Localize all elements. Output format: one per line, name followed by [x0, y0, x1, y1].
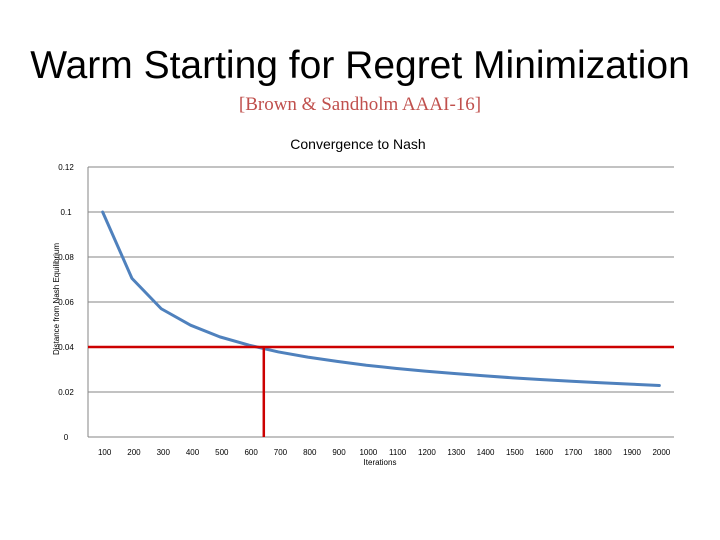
x-tick-label: 1600 — [535, 448, 553, 457]
x-tick-label: 1400 — [477, 448, 495, 457]
y-tick-labels: 0 0.02 0.04 0.06 0.08 0.1 0.12 — [58, 163, 74, 442]
x-tick-label: 100 — [98, 448, 112, 457]
x-tick-label: 1100 — [389, 448, 407, 457]
x-tick-label: 600 — [244, 448, 258, 457]
x-tick-label: 700 — [274, 448, 288, 457]
x-tick-label: 1300 — [447, 448, 465, 457]
gridlines — [87, 166, 674, 438]
x-tick-label: 1200 — [418, 448, 436, 457]
series-layer — [101, 210, 661, 387]
annotation-layer — [88, 345, 674, 437]
y-tick-label: 0.12 — [58, 163, 74, 172]
slide-title: Warm Starting for Regret Minimization — [30, 44, 690, 87]
x-tick-label: 400 — [186, 448, 200, 457]
x-tick-label: 300 — [157, 448, 171, 457]
y-tick-label: 0.1 — [60, 208, 72, 217]
y-tick-label: 0 — [64, 433, 69, 442]
x-tick-label: 1900 — [623, 448, 641, 457]
x-tick-label: 2000 — [652, 448, 670, 457]
x-tick-labels: 100 200 300 400 500 600 700 800 900 1000 1100 1200 1… — [98, 448, 671, 457]
x-tick-label: 1700 — [565, 448, 583, 457]
y-tick-label: 0.02 — [58, 388, 74, 397]
x-tick-label: 1500 — [506, 448, 524, 457]
x-tick-label: 800 — [303, 448, 317, 457]
x-tick-label: 1000 — [359, 448, 377, 457]
y-axis-label: Distance from Nash Equilibrium — [52, 243, 61, 355]
y-tick-label: 0.08 — [58, 253, 74, 262]
x-tick-label: 900 — [332, 448, 346, 457]
y-tick-label: 0.06 — [58, 298, 74, 307]
chart-title: Convergence to Nash — [290, 136, 425, 152]
slide-subtitle: [Brown & Sandholm AAAI-16] — [238, 94, 482, 115]
x-tick-label: 200 — [127, 448, 141, 457]
x-tick-label: 500 — [215, 448, 229, 457]
y-tick-label: 0.04 — [58, 343, 74, 352]
series-line — [101, 210, 661, 387]
x-tick-label: 1800 — [594, 448, 612, 457]
x-axis-label: Iterations — [364, 458, 397, 467]
